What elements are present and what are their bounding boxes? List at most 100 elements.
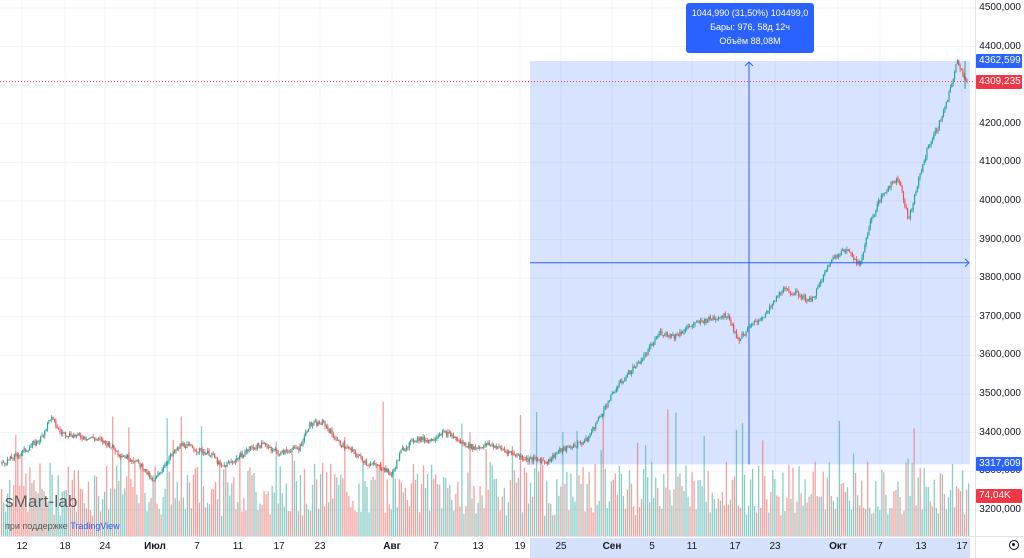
price-chart[interactable] [0, 0, 975, 536]
candle-body [441, 431, 443, 436]
candle-body [855, 259, 858, 264]
candle-body [53, 418, 56, 421]
candle-body [510, 451, 513, 454]
candle-body [245, 449, 247, 453]
volume-bar [941, 474, 944, 536]
volume-bar [867, 461, 869, 536]
volume-bar [943, 494, 946, 536]
candle-body [941, 116, 943, 121]
candle-body [110, 447, 112, 449]
candle-body [443, 431, 445, 433]
candle-body [886, 191, 888, 193]
candle-body [209, 455, 212, 457]
volume-bar [156, 503, 158, 536]
candle-body [773, 300, 775, 304]
volume-bar [558, 495, 560, 536]
candle-body [535, 458, 537, 460]
volume-bar [840, 483, 843, 536]
volume-bar [160, 514, 162, 536]
volume-bar [257, 510, 259, 536]
candle-body [241, 453, 243, 458]
volume-bar [138, 503, 140, 536]
time-axis[interactable]: 12 18 24 Июл 7 11 17 23 Авг 7 13 19 25 Сен 5 11 17 23 Окт 7… [0, 536, 975, 558]
volume-bar [816, 496, 818, 536]
volume-bar [112, 416, 114, 536]
candle-body [610, 394, 612, 401]
volume-bar [176, 481, 178, 536]
candle-body [938, 120, 940, 130]
volume-bar [416, 473, 419, 536]
candle-body [81, 437, 83, 439]
candle-body [13, 454, 16, 459]
volume-bar [13, 485, 15, 536]
volume-bar [848, 500, 851, 536]
candle-body [491, 444, 493, 446]
candle-body [312, 424, 314, 426]
volume-bar [725, 462, 728, 536]
candle-body [710, 319, 713, 320]
candle-body [873, 214, 876, 216]
candle-body [225, 465, 227, 467]
candle-body [894, 181, 896, 183]
candle-body [190, 445, 192, 447]
candle-body [644, 354, 646, 356]
candle-body [592, 427, 594, 432]
volume-bar [745, 514, 748, 536]
gear-icon[interactable] [1009, 540, 1019, 550]
candle-body [86, 438, 89, 440]
volume-bar [39, 463, 41, 536]
candle-body [726, 317, 728, 319]
volume-bar [810, 494, 812, 536]
volume-bar [766, 499, 768, 536]
volume-bar [929, 501, 931, 536]
candle-body [64, 432, 67, 437]
volume-bar [47, 501, 49, 536]
candle-body [136, 459, 138, 461]
candle-body [383, 468, 386, 470]
candle-body [952, 79, 954, 84]
candle-body [52, 417, 54, 419]
chart-area[interactable] [0, 0, 975, 536]
candle-body [937, 129, 939, 132]
candle-body [328, 428, 330, 433]
candle-body [200, 448, 202, 450]
volume-bar [142, 470, 144, 536]
candle-body [786, 288, 789, 290]
volume-bar [695, 509, 697, 536]
candle-body [176, 447, 178, 450]
candle-body [260, 442, 263, 449]
candle-body [205, 453, 207, 455]
candle-body [519, 454, 521, 458]
volume-bar [311, 484, 314, 536]
volume-bar [154, 466, 156, 536]
volume-bar [919, 468, 921, 536]
volume-bar [572, 496, 574, 536]
volume-bar [731, 479, 734, 536]
candle-body [508, 451, 510, 454]
volume-bar [390, 509, 392, 536]
candle-body [175, 449, 177, 453]
volume-bar [336, 477, 338, 536]
candle-body [766, 310, 768, 314]
candle-body [400, 449, 402, 454]
volume-bar [764, 475, 766, 536]
candle-body [630, 371, 633, 375]
candle-body [153, 480, 155, 482]
volume-bar [388, 504, 390, 536]
candle-body [114, 448, 116, 452]
candle-body [234, 460, 236, 463]
volume-bar [790, 498, 792, 536]
candle-body [186, 444, 188, 449]
candle-body [909, 210, 911, 219]
candle-body [889, 186, 891, 188]
candle-body [635, 367, 637, 368]
candle-body [697, 321, 699, 323]
volume-bar [188, 482, 191, 536]
candle-body [321, 420, 323, 425]
measure-change-text: 1044,990 (31,50%) 104499,0 [691, 8, 809, 18]
volume-bar [626, 489, 629, 536]
candle-body [445, 431, 448, 437]
candle-body [962, 69, 964, 75]
candle-body [495, 446, 497, 449]
candle-body [238, 456, 241, 460]
